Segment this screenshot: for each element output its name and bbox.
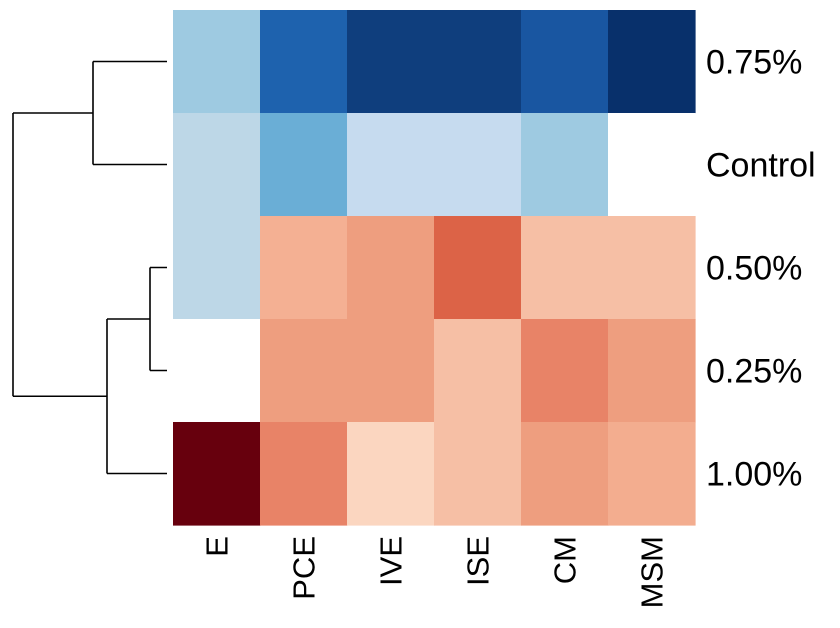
row-dendrogram — [12, 60, 167, 475]
heatmap-cell — [347, 319, 435, 423]
heatmap-cell — [434, 216, 522, 320]
heatmap-cell — [521, 319, 609, 423]
heatmap-cell — [173, 422, 261, 526]
heatmap-cell — [608, 319, 696, 423]
heatmap-cell — [173, 10, 261, 114]
row-label: Control — [706, 147, 816, 185]
column-label: E — [200, 536, 235, 557]
heatmap-cell — [434, 113, 522, 217]
heatmap-cell — [347, 216, 435, 320]
column-labels: E PCE IVE ISE CM MSM — [200, 536, 670, 608]
column-label: ISE — [461, 536, 496, 586]
heatmap-cell — [434, 319, 522, 423]
heatmap-cell — [347, 113, 435, 217]
row-labels: 0.75% Control 0.50% 0.25% 1.00% — [706, 44, 816, 494]
column-label: CM — [548, 536, 583, 584]
column-label: IVE — [374, 536, 409, 586]
heatmap-cell — [434, 422, 522, 526]
row-label: 0.50% — [706, 250, 802, 288]
heatmap-cell — [434, 10, 522, 114]
row-label: 1.00% — [706, 456, 802, 494]
heatmap-cell — [260, 10, 348, 114]
heatmap-cell — [173, 113, 261, 217]
heatmap-cell — [173, 216, 261, 320]
heatmap-cell — [521, 10, 609, 114]
heatmap-cells — [173, 10, 696, 526]
heatmap-cell — [521, 216, 609, 320]
heatmap-cell — [260, 422, 348, 526]
heatmap-cell — [521, 422, 609, 526]
heatmap-cell — [347, 10, 435, 114]
heatmap-cell — [260, 319, 348, 423]
column-label: PCE — [287, 536, 322, 600]
heatmap-cell — [260, 216, 348, 320]
heatmap-cell — [347, 422, 435, 526]
heatmap-cell — [521, 113, 609, 217]
heatmap-cell — [608, 216, 696, 320]
heatmap-cell — [173, 319, 261, 423]
row-label: 0.75% — [706, 44, 802, 82]
heatmap-cell — [260, 113, 348, 217]
heatmap-cell — [608, 10, 696, 114]
column-label: MSM — [635, 536, 670, 608]
heatmap-cell — [608, 113, 696, 217]
heatmap-cell — [608, 422, 696, 526]
row-label: 0.25% — [706, 353, 802, 391]
